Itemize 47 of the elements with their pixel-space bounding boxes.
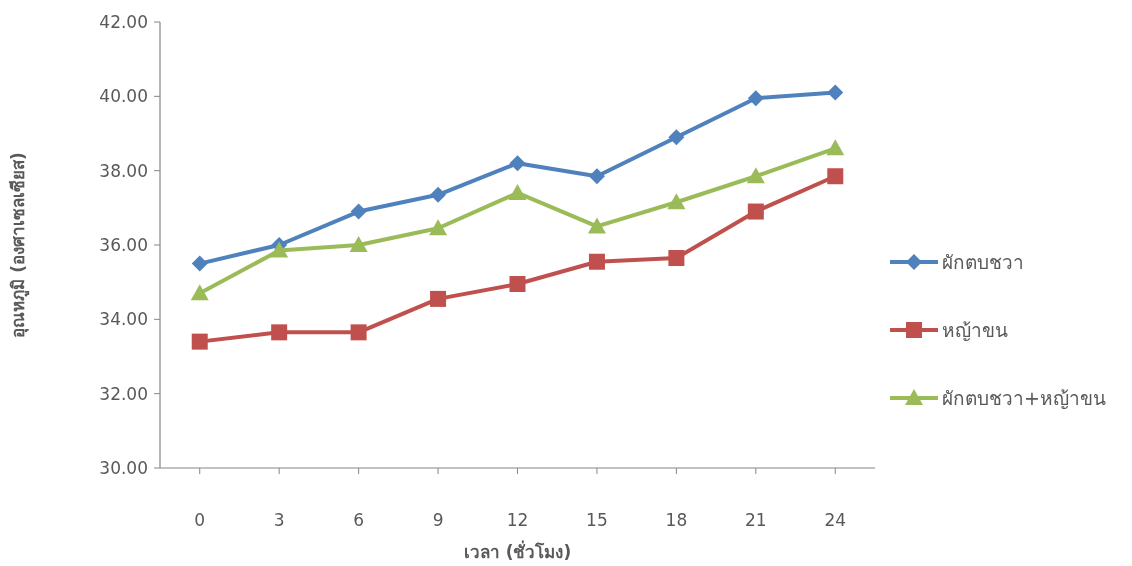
legend-label: ผักตบชวา+หญ้าขน <box>942 387 1106 410</box>
point <box>509 276 526 293</box>
point <box>191 333 208 350</box>
point <box>430 186 447 203</box>
point <box>429 219 448 236</box>
y-tick-label: 34.00 <box>99 309 148 330</box>
point <box>588 168 605 185</box>
point <box>747 203 764 220</box>
point <box>667 193 686 210</box>
y-tick-label: 40.00 <box>99 86 148 107</box>
point <box>668 250 685 267</box>
x-tick-label: 0 <box>194 510 206 530</box>
point <box>350 324 367 341</box>
point <box>827 168 844 185</box>
x-tick-label: 24 <box>824 510 847 530</box>
y-tick-label: 30.00 <box>99 458 148 478</box>
point <box>509 155 526 172</box>
legend-label: หญ้าขน <box>942 319 1008 342</box>
y-tick-label: 42.00 <box>99 12 148 32</box>
point <box>270 241 289 258</box>
x-tick-label: 12 <box>506 510 529 530</box>
point <box>349 236 368 252</box>
y-tick-label: 32.00 <box>99 383 148 404</box>
point <box>746 167 765 184</box>
y-tick-label: 36.00 <box>99 235 148 255</box>
point <box>587 217 606 234</box>
point <box>747 90 764 107</box>
point <box>668 129 685 146</box>
legend-label: ผักตบชวา <box>942 251 1024 273</box>
point <box>508 183 527 200</box>
point <box>190 284 209 301</box>
point <box>350 203 367 220</box>
point <box>271 324 288 341</box>
x-axis-title: เวลา (ชั่วโมง) <box>463 540 572 562</box>
x-tick-label: 6 <box>353 510 365 530</box>
y-tick-label: 38.00 <box>99 160 148 181</box>
x-tick-label: 21 <box>745 510 767 530</box>
point <box>826 139 845 156</box>
x-tick-label: 3 <box>273 510 285 530</box>
point <box>191 255 208 272</box>
point <box>430 290 447 307</box>
point <box>588 253 605 270</box>
x-tick-label: 15 <box>586 510 608 530</box>
y-axis-title: อุณหภูมิ (องศาเซลเซียส) <box>8 152 30 338</box>
x-tick-label: 9 <box>432 510 444 530</box>
x-tick-label: 18 <box>665 510 688 530</box>
point <box>827 84 844 101</box>
